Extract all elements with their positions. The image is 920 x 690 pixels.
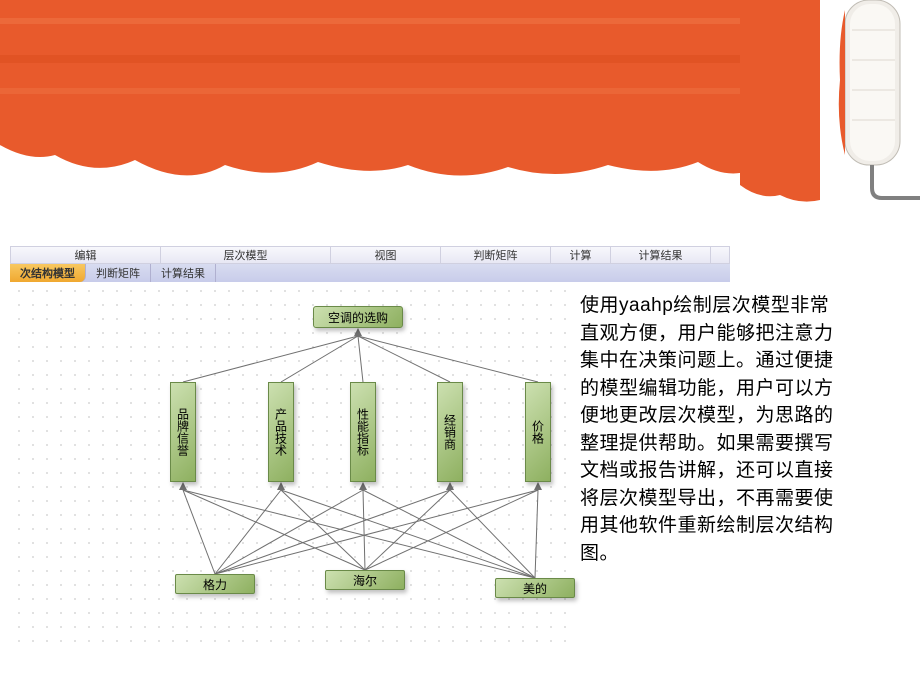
node-criterion-0[interactable]: 品牌信誉 (170, 382, 196, 482)
menu-calc[interactable]: 计算 (551, 247, 611, 263)
node-criterion-4[interactable]: 价格 (525, 382, 551, 482)
node-goal[interactable]: 空调的选购 (313, 306, 403, 328)
menu-matrix[interactable]: 判断矩阵 (441, 247, 551, 263)
menu-edit[interactable]: 编辑 (11, 247, 161, 263)
tab-bar: 次结构模型 判断矩阵 计算结果 (10, 264, 730, 282)
menu-hierarchy[interactable]: 层次模型 (161, 247, 331, 263)
node-alternative-0[interactable]: 格力 (175, 574, 255, 594)
paint-roller-header (0, 0, 920, 210)
diagram-canvas: 空调的选购品牌信誉 产品技术 性能指标 经销商 价格格力 海尔 美的 (10, 282, 575, 652)
menu-bar: 编辑 层次模型 视图 判断矩阵 计算 计算结果 (10, 246, 730, 264)
tab-result[interactable]: 计算结果 (151, 264, 216, 282)
description-text: 使用yaahp绘制层次模型非常直观方便，用户能够把注意力集中在决策问题上。通过便… (580, 292, 840, 567)
tab-structure[interactable]: 次结构模型 (10, 264, 86, 282)
node-alternative-1[interactable]: 海尔 (325, 570, 405, 590)
node-criterion-2[interactable]: 性能指标 (350, 382, 376, 482)
node-alternative-2[interactable]: 美的 (495, 578, 575, 598)
tab-matrix[interactable]: 判断矩阵 (86, 264, 151, 282)
node-criterion-3[interactable]: 经销商 (437, 382, 463, 482)
menu-result[interactable]: 计算结果 (611, 247, 711, 263)
node-criterion-1[interactable]: 产品技术 (268, 382, 294, 482)
menu-view[interactable]: 视图 (331, 247, 441, 263)
